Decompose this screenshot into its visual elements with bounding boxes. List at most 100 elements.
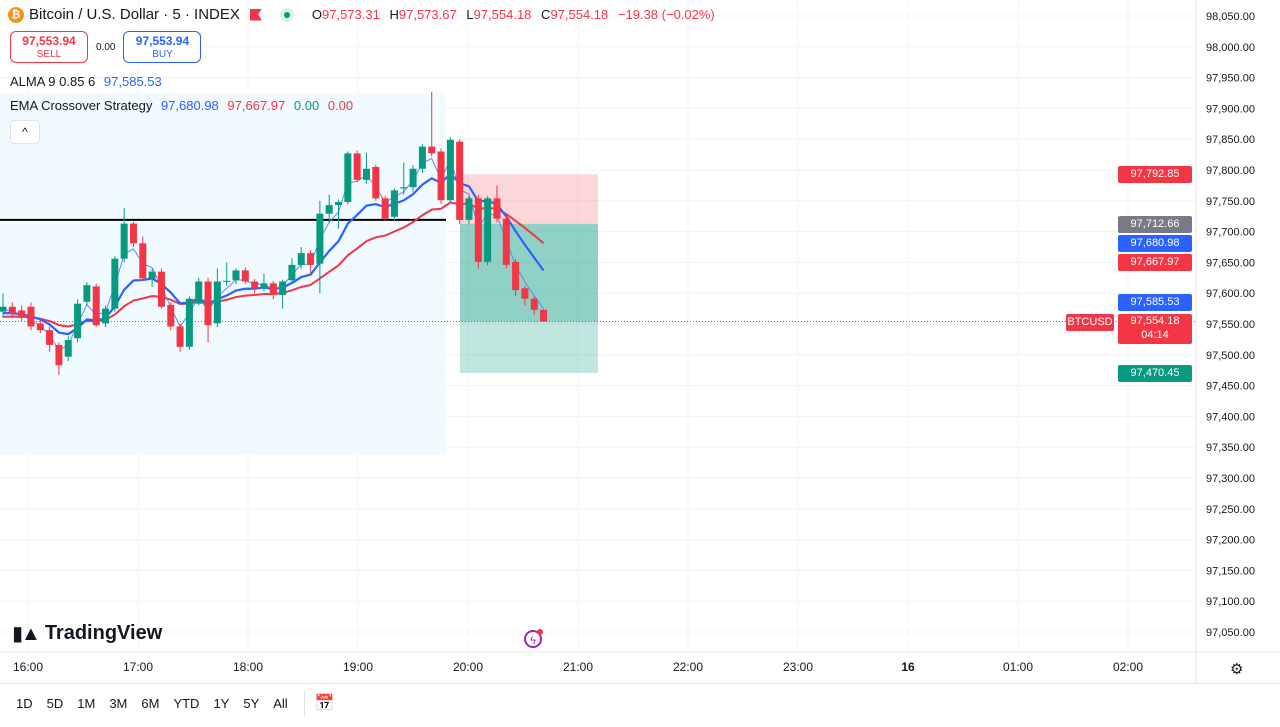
candle-body	[344, 153, 352, 203]
price-tick-label: 97,300.00	[1206, 473, 1255, 485]
collapse-indicators-button[interactable]: ^	[10, 120, 40, 144]
range-button-5y[interactable]: 5Y	[243, 695, 260, 711]
candle-body	[325, 205, 333, 214]
chart-canvas[interactable]: 98,050.00 98,000.00 97,950.00 97,900.00 97,8…	[0, 0, 1280, 683]
candle	[223, 262, 231, 286]
bar-countdown: 04:14	[1141, 328, 1169, 341]
candle-body	[223, 280, 231, 282]
candle-body	[167, 304, 175, 327]
candle-body	[297, 253, 305, 265]
price-tick-label: 97,600.00	[1206, 288, 1255, 300]
candle	[241, 267, 249, 284]
range-button-all[interactable]: All	[273, 695, 288, 711]
price-tick-label: 97,950.00	[1206, 73, 1255, 85]
candle	[381, 195, 389, 221]
candle	[232, 268, 240, 284]
range-button-6m[interactable]: 6M	[141, 695, 160, 711]
candle-body	[46, 330, 54, 345]
price-tag: 97,667.97	[1118, 254, 1192, 272]
candle-body	[353, 153, 361, 180]
time-tick-label: 18:00	[232, 660, 264, 674]
candle-body	[204, 281, 212, 326]
tradingview-logo-icon: ▮▲	[12, 623, 41, 645]
candle-body	[74, 303, 82, 339]
candle-body	[502, 218, 510, 265]
price-tick-label: 98,050.00	[1206, 11, 1255, 23]
price-tick-label: 97,800.00	[1206, 165, 1255, 177]
candle	[456, 139, 464, 225]
indicator-ema-crossover[interactable]: EMA Crossover Strategy 97,680.98 97,667.…	[10, 98, 354, 113]
time-tick-label: 22:00	[672, 660, 704, 674]
indicator-alma[interactable]: ALMA 9 0.85 6 97,585.53	[10, 74, 162, 89]
candle-body	[251, 281, 259, 289]
candle-body	[390, 190, 398, 217]
candle-body	[27, 306, 35, 327]
candle	[484, 195, 492, 266]
price-tick-label: 97,400.00	[1206, 411, 1255, 423]
price-tick-label: 97,900.00	[1206, 103, 1255, 115]
candle-body	[493, 198, 501, 219]
range-button-1m[interactable]: 1M	[77, 695, 96, 711]
candle-body	[0, 306, 7, 312]
sell-button[interactable]: 97,553.94 SELL	[10, 31, 88, 63]
candle	[111, 256, 119, 312]
symbol-title[interactable]: Bitcoin / U.S. Dollar · 5 · INDEX	[29, 6, 240, 23]
range-button-1y[interactable]: 1Y	[213, 695, 230, 711]
candle-body	[139, 243, 147, 279]
candle-body	[540, 309, 548, 322]
price-tick-label: 97,750.00	[1206, 196, 1255, 208]
range-button-3m[interactable]: 3M	[109, 695, 128, 711]
price-tag: 97,712.66	[1118, 215, 1192, 233]
candle	[474, 194, 482, 269]
candle	[195, 277, 203, 306]
candle	[446, 137, 454, 203]
range-button-1d[interactable]: 1D	[16, 695, 33, 711]
price-tick-label: 97,100.00	[1206, 596, 1255, 608]
time-tick-label: 01:00	[1002, 660, 1034, 674]
price-tick-label: 97,700.00	[1206, 227, 1255, 239]
range-button-ytd[interactable]: YTD	[173, 695, 200, 711]
price-tick-label: 97,550.00	[1206, 319, 1255, 331]
candle	[102, 305, 110, 328]
candle	[400, 162, 408, 195]
candle	[92, 283, 100, 328]
candle-body	[120, 223, 128, 259]
range-button-5d[interactable]: 5D	[46, 695, 64, 711]
candle-body	[92, 286, 100, 326]
candle-body	[195, 281, 203, 304]
settings-icon[interactable]: ⚙	[1230, 661, 1244, 678]
candle	[297, 247, 305, 269]
price-tick-label: 97,450.00	[1206, 381, 1255, 393]
candle	[307, 250, 315, 274]
candle	[353, 150, 361, 183]
candle-body	[185, 298, 193, 347]
candle-body	[269, 283, 277, 296]
candle	[129, 221, 137, 247]
candle	[139, 236, 147, 281]
candle-body	[335, 202, 343, 206]
candle-body	[512, 261, 520, 291]
candle-body	[400, 187, 408, 189]
candle	[335, 199, 343, 229]
candle	[74, 299, 82, 343]
tradingview-logo[interactable]: ▮▲ TradingView	[12, 622, 163, 645]
candle-body	[260, 283, 268, 289]
candle-body	[456, 141, 464, 220]
price-tag: 97,792.85	[1118, 166, 1192, 184]
session-highlight	[0, 93, 446, 455]
candle	[502, 216, 510, 269]
spread-value: 0.00	[96, 41, 116, 53]
candle	[46, 327, 54, 352]
go-to-date-icon[interactable]: 📅	[314, 695, 335, 712]
candle	[176, 324, 184, 352]
buy-button[interactable]: 97,553.94 BUY	[123, 31, 202, 63]
candle	[148, 268, 156, 288]
time-tick-label: 19:00	[342, 660, 374, 674]
position-filled-profit-zone	[460, 223, 598, 322]
symbol-price-label: BTCUSD	[1066, 313, 1114, 331]
candle	[288, 258, 296, 284]
flash-icon[interactable]: ϟ	[524, 629, 543, 648]
candle-body	[83, 285, 91, 302]
flag-icon[interactable]	[249, 8, 262, 21]
candle-body	[279, 281, 287, 296]
